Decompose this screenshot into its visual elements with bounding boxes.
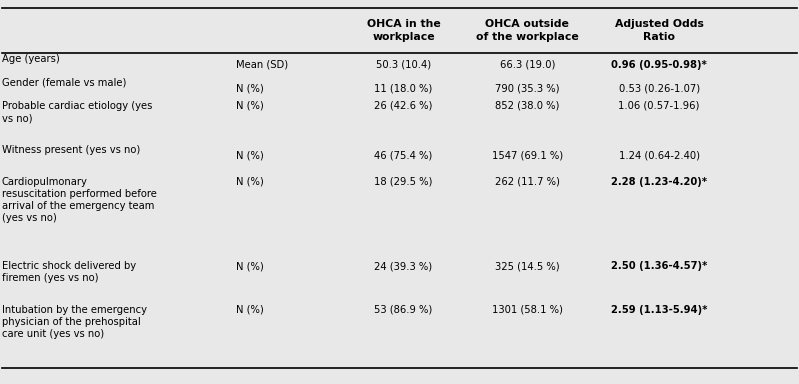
Text: Witness present (yes vs no): Witness present (yes vs no)	[2, 145, 140, 155]
Text: N (%): N (%)	[236, 101, 264, 111]
Text: Adjusted Odds
Ratio: Adjusted Odds Ratio	[614, 19, 704, 42]
Text: Gender (female vs male): Gender (female vs male)	[2, 78, 126, 88]
Text: 0.96 (0.95-0.98)*: 0.96 (0.95-0.98)*	[611, 60, 707, 70]
Text: 50.3 (10.4): 50.3 (10.4)	[376, 60, 431, 70]
Text: 53 (86.9 %): 53 (86.9 %)	[375, 305, 432, 315]
Text: 2.59 (1.13-5.94)*: 2.59 (1.13-5.94)*	[611, 305, 707, 315]
Text: 1.24 (0.64-2.40): 1.24 (0.64-2.40)	[618, 150, 700, 160]
Text: 1547 (69.1 %): 1547 (69.1 %)	[491, 150, 563, 160]
Text: 1301 (58.1 %): 1301 (58.1 %)	[492, 305, 562, 315]
Text: Intubation by the emergency
physician of the prehospital
care unit (yes vs no): Intubation by the emergency physician of…	[2, 305, 146, 339]
Text: 262 (11.7 %): 262 (11.7 %)	[495, 177, 560, 187]
Text: Age (years): Age (years)	[2, 55, 59, 65]
Text: OHCA in the
workplace: OHCA in the workplace	[367, 19, 440, 42]
Text: Electric shock delivered by
firemen (yes vs no): Electric shock delivered by firemen (yes…	[2, 261, 136, 283]
Text: N (%): N (%)	[236, 150, 264, 160]
Text: N (%): N (%)	[236, 261, 264, 271]
Text: 46 (75.4 %): 46 (75.4 %)	[375, 150, 432, 160]
Text: N (%): N (%)	[236, 177, 264, 187]
Text: 26 (42.6 %): 26 (42.6 %)	[374, 101, 433, 111]
Text: Mean (SD): Mean (SD)	[236, 60, 288, 70]
Text: 18 (29.5 %): 18 (29.5 %)	[374, 177, 433, 187]
Text: 852 (38.0 %): 852 (38.0 %)	[495, 101, 559, 111]
Text: 11 (18.0 %): 11 (18.0 %)	[375, 83, 432, 93]
Text: OHCA outside
of the workplace: OHCA outside of the workplace	[476, 19, 578, 42]
Text: 1.06 (0.57-1.96): 1.06 (0.57-1.96)	[618, 101, 700, 111]
Text: 325 (14.5 %): 325 (14.5 %)	[495, 261, 559, 271]
Text: 0.53 (0.26-1.07): 0.53 (0.26-1.07)	[618, 83, 700, 93]
Text: Cardiopulmonary
resuscitation performed before
arrival of the emergency team
(ye: Cardiopulmonary resuscitation performed …	[2, 177, 157, 223]
Text: 66.3 (19.0): 66.3 (19.0)	[499, 60, 555, 70]
Text: 2.50 (1.36-4.57)*: 2.50 (1.36-4.57)*	[611, 261, 707, 271]
Text: 24 (39.3 %): 24 (39.3 %)	[375, 261, 432, 271]
Text: Probable cardiac etiology (yes
vs no): Probable cardiac etiology (yes vs no)	[2, 101, 152, 123]
Text: 2.28 (1.23-4.20)*: 2.28 (1.23-4.20)*	[611, 177, 707, 187]
Text: 790 (35.3 %): 790 (35.3 %)	[495, 83, 559, 93]
Text: N (%): N (%)	[236, 83, 264, 93]
Text: N (%): N (%)	[236, 305, 264, 315]
